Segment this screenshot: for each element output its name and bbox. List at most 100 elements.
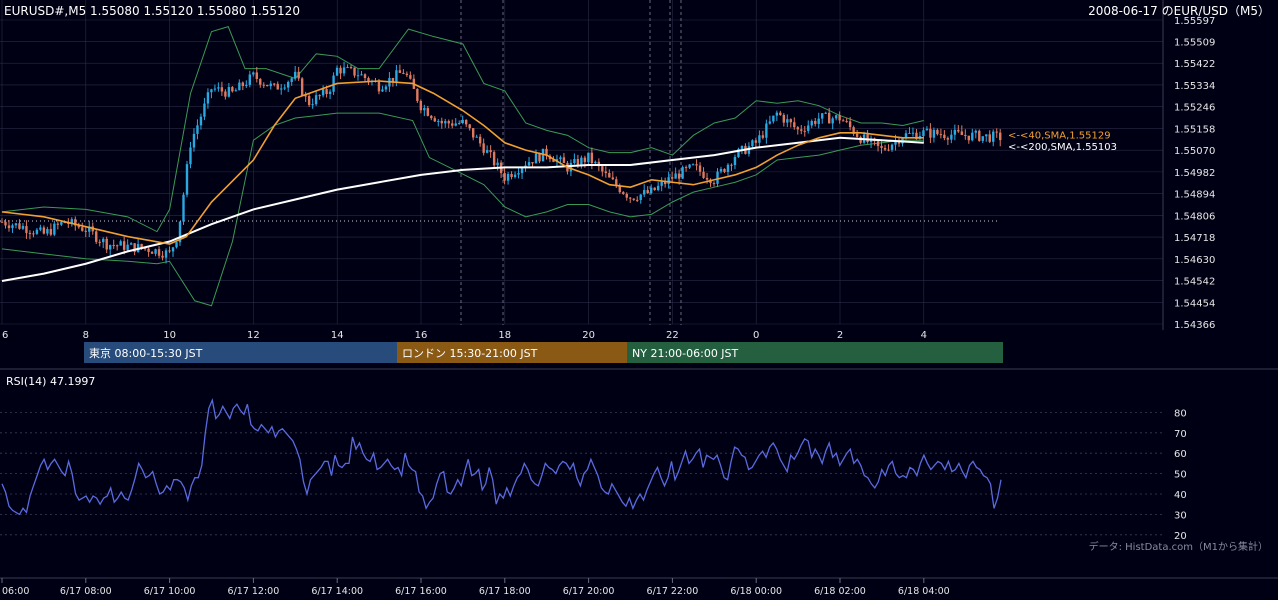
candle-body [224, 91, 227, 97]
time-tick-label: 6/17 14:00 [311, 586, 363, 597]
candle-body [992, 131, 995, 142]
candle-body [318, 95, 321, 97]
candle-body [719, 168, 723, 172]
candle-body [405, 73, 409, 76]
candle-body [632, 198, 635, 200]
candle-body [663, 181, 667, 185]
candle-body [583, 157, 587, 163]
candle-body [562, 157, 566, 163]
price-tick-label: 1.55597 [1174, 16, 1215, 27]
candle-body [433, 118, 436, 122]
candle-body [622, 192, 625, 194]
candle-body [447, 121, 450, 124]
price-tick-label: 1.54982 [1174, 168, 1215, 179]
price-tick-label: 1.55334 [1174, 81, 1215, 92]
candle-body [677, 173, 681, 179]
rsi-tick-label: 40 [1174, 490, 1187, 501]
data-source-note: データ: HistData.com（M1から集計） [1089, 540, 1268, 553]
hour-tick-label: 20 [582, 330, 595, 341]
candle-body [321, 89, 325, 96]
candle-body [608, 173, 611, 178]
candle-body [458, 123, 461, 125]
candle-body [18, 223, 21, 229]
sma200-label: <-<200,SMA,1.55103 [1008, 142, 1117, 153]
candle-body [580, 157, 583, 167]
candle-body [698, 165, 702, 172]
candle-body [367, 78, 370, 82]
candle-body [754, 140, 758, 143]
candle-body [339, 67, 342, 74]
candle-body [88, 226, 91, 232]
moving-averages [1, 80, 924, 283]
candle-body [978, 130, 981, 141]
price-tick-label: 1.54894 [1174, 190, 1215, 201]
candle-body [880, 145, 883, 148]
candle-body [643, 190, 646, 195]
rsi-grid [0, 411, 1163, 536]
candle-body [454, 123, 457, 126]
candle-body [786, 119, 789, 123]
candle-body [702, 171, 705, 178]
candle-body [25, 226, 28, 233]
candle-body [178, 221, 182, 243]
candle-body [32, 233, 35, 235]
time-tick-label: 6/17 12:00 [228, 586, 280, 597]
candle-body [171, 247, 175, 252]
candle-body [42, 227, 46, 234]
candle-body [953, 129, 957, 135]
candle-body [140, 244, 143, 249]
candle-body [660, 181, 663, 186]
candle-body [129, 243, 133, 245]
candle-body [569, 163, 573, 172]
candle-body [883, 147, 887, 150]
candle-body [814, 120, 817, 124]
candle-body [115, 245, 119, 247]
candle-body [381, 89, 384, 92]
session-london-label: ロンドン 15:30-21:00 JST [402, 347, 538, 360]
candle-body [74, 219, 77, 226]
candle-body [307, 95, 311, 105]
candle-body [789, 119, 793, 123]
candle-body [960, 131, 964, 135]
candle-body [670, 177, 674, 179]
candle-body [967, 135, 971, 141]
candle-body [70, 219, 74, 224]
candle-body [471, 128, 475, 138]
candle-body [112, 245, 115, 247]
candle-body [691, 164, 695, 166]
hour-tick-label: 18 [498, 330, 511, 341]
time-tick-label: 6/18 02:00 [814, 586, 866, 597]
hour-axis: 6 8 10 12 14 16 18 20 22 0 2 4 [2, 330, 927, 341]
candle-body [360, 74, 363, 76]
candle-body [475, 136, 478, 138]
hour-tick-label: 8 [83, 330, 89, 341]
candle-body [576, 159, 580, 167]
candle-body [287, 81, 290, 88]
candle-body [800, 129, 803, 131]
candle-body [349, 67, 353, 69]
candle-body [108, 245, 112, 250]
candle-body [737, 149, 740, 158]
candle-body [590, 152, 594, 164]
candle-body [761, 135, 765, 138]
candle-body [241, 82, 245, 87]
candle-body [594, 161, 597, 164]
candle-body [46, 229, 49, 234]
candle-body [398, 70, 402, 73]
candle-body [667, 177, 670, 185]
candle-body [496, 162, 499, 166]
candle-body [199, 116, 203, 126]
candle-body [84, 230, 87, 232]
candle-body [262, 84, 265, 86]
price-tick-label: 1.55246 [1174, 103, 1215, 114]
candle-body [831, 118, 834, 124]
candle-body [210, 89, 213, 93]
candle-body [852, 127, 855, 134]
candle-body [465, 119, 468, 125]
candle-body [304, 95, 307, 97]
candle-body [4, 221, 7, 226]
candle-body [409, 75, 412, 79]
candle-body [615, 179, 618, 186]
rsi-tick-label: 30 [1174, 510, 1187, 521]
price-tick-label: 1.55158 [1174, 124, 1215, 135]
